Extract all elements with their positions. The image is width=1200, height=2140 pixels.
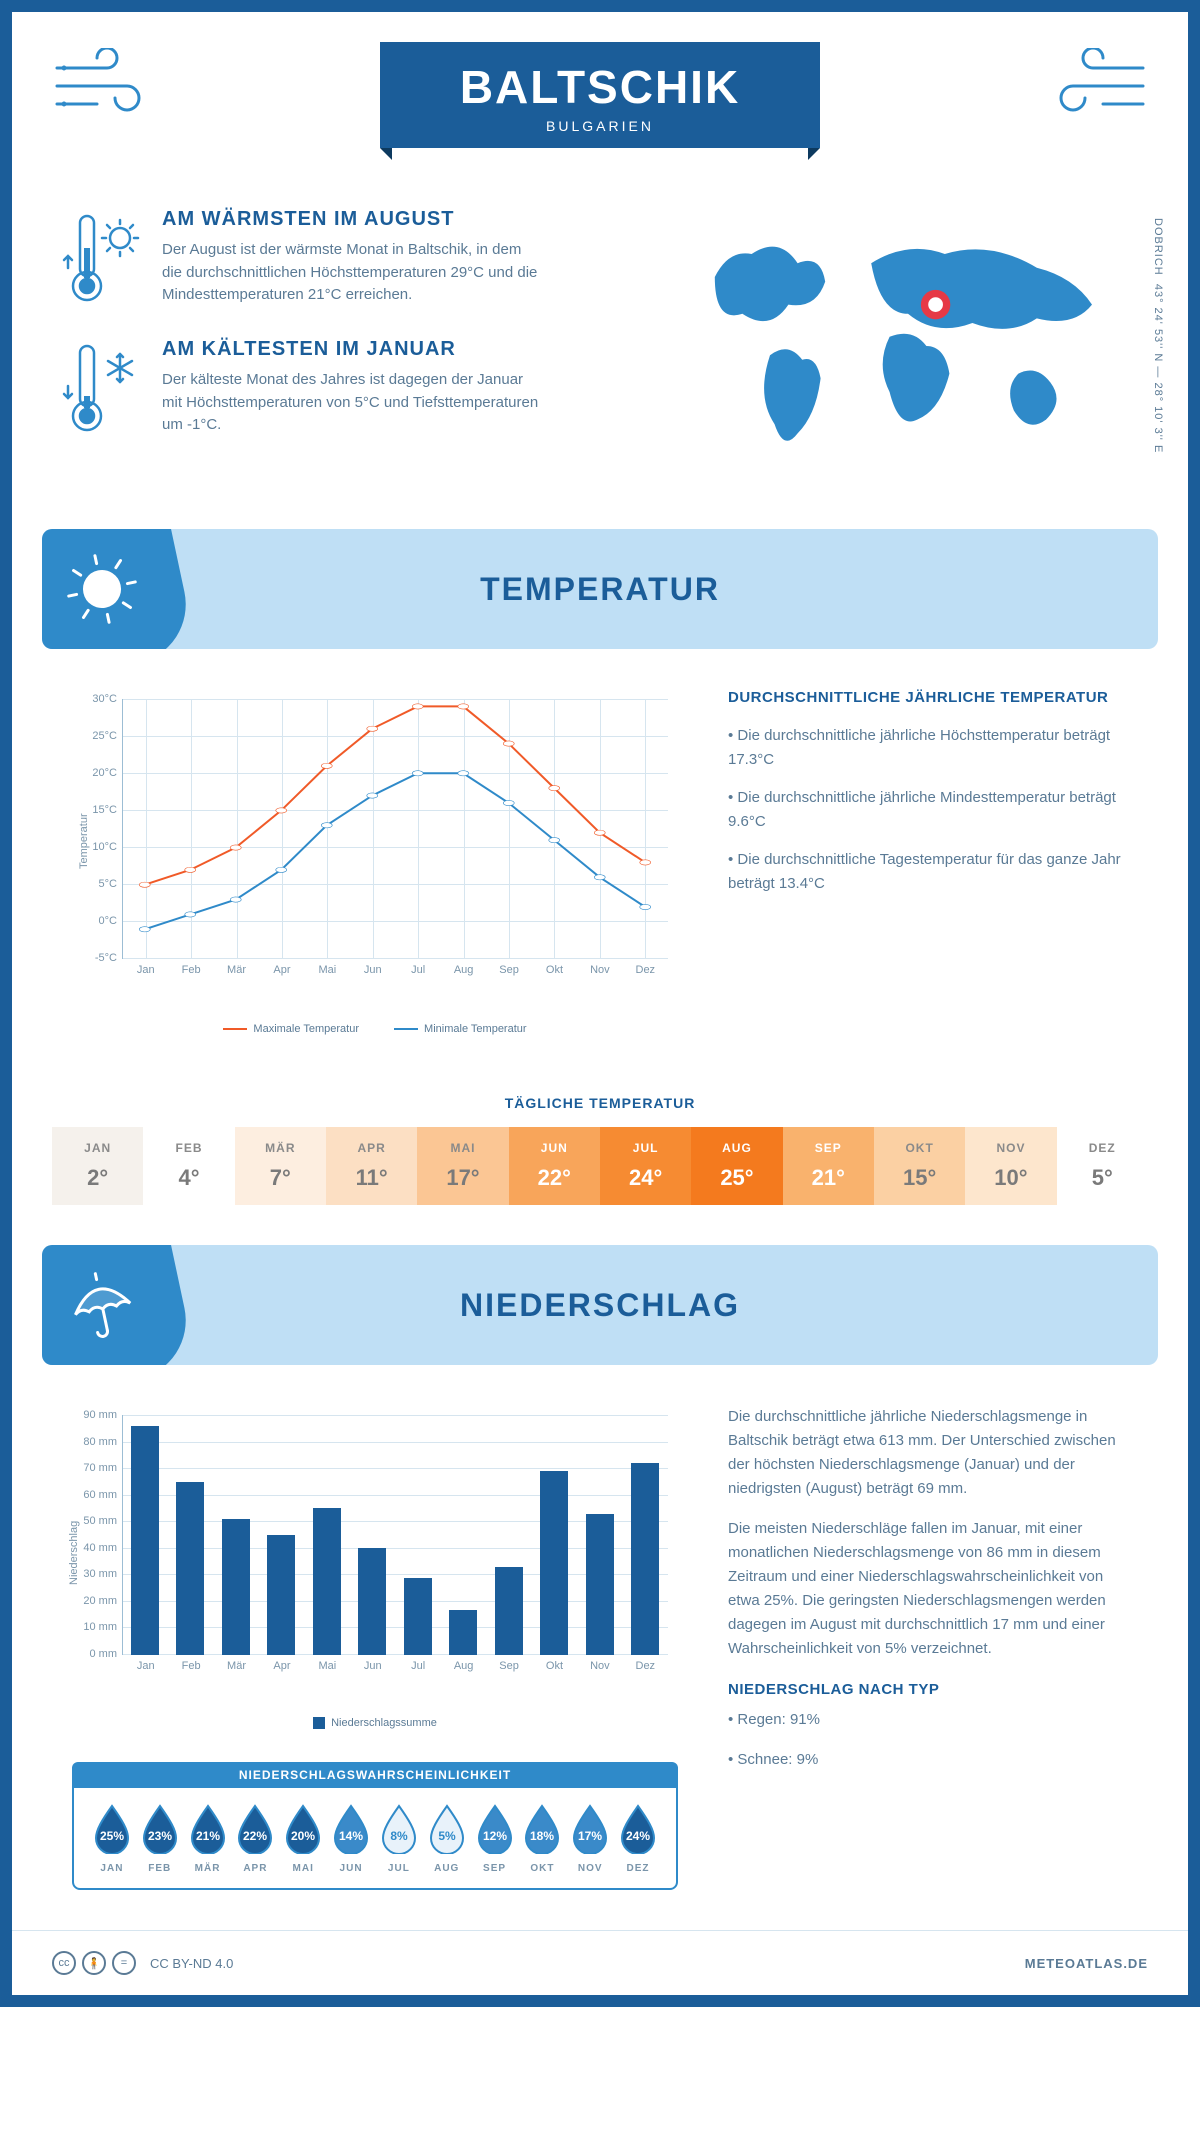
svg-text:8%: 8% bbox=[390, 1829, 408, 1843]
precip-title: NIEDERSCHLAG bbox=[460, 1287, 740, 1324]
svg-text:21%: 21% bbox=[196, 1829, 220, 1843]
prob-drop: 21%MÄR bbox=[184, 1802, 232, 1874]
wind-icon bbox=[52, 48, 152, 118]
temperature-title: TEMPERATUR bbox=[480, 571, 720, 608]
daily-cell: OKT15° bbox=[874, 1127, 965, 1205]
warmest-title: AM WÄRMSTEN IM AUGUST bbox=[162, 208, 542, 231]
thermometer-hot-icon bbox=[62, 208, 142, 308]
warmest-text: Der August ist der wärmste Monat in Balt… bbox=[162, 239, 542, 307]
svg-text:25%: 25% bbox=[100, 1829, 124, 1843]
precip-type-bullet: • Schnee: 9% bbox=[728, 1748, 1128, 1772]
daily-cell: JUN22° bbox=[509, 1127, 600, 1205]
precip-bar bbox=[495, 1567, 523, 1655]
daily-temp-strip: JAN2°FEB4°MÄR7°APR11°MAI17°JUN22°JUL24°A… bbox=[52, 1127, 1148, 1205]
svg-text:12%: 12% bbox=[483, 1829, 507, 1843]
license: cc 🧍 = CC BY-ND 4.0 bbox=[52, 1951, 233, 1975]
svg-text:23%: 23% bbox=[148, 1829, 172, 1843]
cc-icon: cc bbox=[52, 1951, 76, 1975]
temperature-chart: Temperatur -5°C0°C5°C10°C15°C20°C25°C30°… bbox=[72, 689, 678, 1035]
country-name: BULGARIEN bbox=[460, 118, 740, 134]
header-banner: BALTSCHIK BULGARIEN bbox=[380, 42, 820, 148]
svg-text:17%: 17% bbox=[578, 1829, 602, 1843]
precip-info: Die durchschnittliche jährliche Niedersc… bbox=[728, 1405, 1128, 1890]
temp-bullet: • Die durchschnittliche jährliche Mindes… bbox=[728, 786, 1128, 834]
umbrella-icon bbox=[55, 1258, 150, 1353]
precip-para2: Die meisten Niederschläge fallen im Janu… bbox=[728, 1517, 1128, 1661]
prob-drop: 20%MAI bbox=[279, 1802, 327, 1874]
prob-drop: 8%JUL bbox=[375, 1802, 423, 1874]
daily-cell: MAI17° bbox=[417, 1127, 508, 1205]
temp-ylabel: Temperatur bbox=[78, 813, 90, 869]
sun-icon bbox=[55, 542, 150, 637]
precip-type-title: NIEDERSCHLAG NACH TYP bbox=[728, 1681, 1128, 1698]
temp-bullet: • Die durchschnittliche Tagestemperatur … bbox=[728, 848, 1128, 896]
daily-temp-title: TÄGLICHE TEMPERATUR bbox=[12, 1095, 1188, 1111]
precip-bar bbox=[313, 1508, 341, 1655]
svg-text:24%: 24% bbox=[626, 1829, 650, 1843]
wind-icon bbox=[1048, 48, 1148, 118]
precip-bar bbox=[404, 1578, 432, 1655]
info-section: AM WÄRMSTEN IM AUGUST Der August ist der… bbox=[12, 188, 1188, 529]
site-name: METEOATLAS.DE bbox=[1025, 1956, 1148, 1971]
daily-cell: JUL24° bbox=[600, 1127, 691, 1205]
temperature-info: DURCHSCHNITTLICHE JÄHRLICHE TEMPERATUR •… bbox=[728, 689, 1128, 1035]
location-marker bbox=[925, 294, 947, 316]
temp-info-title: DURCHSCHNITTLICHE JÄHRLICHE TEMPERATUR bbox=[728, 689, 1128, 706]
nd-icon: = bbox=[112, 1951, 136, 1975]
svg-text:14%: 14% bbox=[339, 1829, 363, 1843]
daily-cell: FEB4° bbox=[143, 1127, 234, 1205]
svg-text:22%: 22% bbox=[243, 1829, 267, 1843]
prob-drop: 25%JAN bbox=[88, 1802, 136, 1874]
temperature-banner: TEMPERATUR bbox=[42, 529, 1158, 649]
daily-cell: AUG25° bbox=[691, 1127, 782, 1205]
coldest-block: AM KÄLTESTEN IM JANUAR Der kälteste Mona… bbox=[62, 338, 638, 438]
prob-drop: 24%DEZ bbox=[614, 1802, 662, 1874]
city-name: BALTSCHIK bbox=[460, 60, 740, 114]
world-map: DOBRICH 43° 24' 53'' N — 28° 10' 3'' E bbox=[678, 208, 1138, 489]
daily-cell: SEP21° bbox=[783, 1127, 874, 1205]
prob-drop: 17%NOV bbox=[566, 1802, 614, 1874]
prob-title: NIEDERSCHLAGSWAHRSCHEINLICHKEIT bbox=[72, 1762, 678, 1788]
temp-legend: Maximale Temperatur Minimale Temperatur bbox=[72, 1021, 678, 1035]
precip-bar bbox=[176, 1482, 204, 1655]
precip-bar bbox=[631, 1463, 659, 1655]
precip-chart: Niederschlag 0 mm10 mm20 mm30 mm40 mm50 … bbox=[72, 1405, 678, 1705]
prob-drop: 12%SEP bbox=[471, 1802, 519, 1874]
svg-text:5%: 5% bbox=[438, 1829, 456, 1843]
precip-para1: Die durchschnittliche jährliche Niedersc… bbox=[728, 1405, 1128, 1501]
warmest-block: AM WÄRMSTEN IM AUGUST Der August ist der… bbox=[62, 208, 638, 308]
precip-type-bullet: • Regen: 91% bbox=[728, 1708, 1128, 1732]
precip-bar bbox=[222, 1519, 250, 1655]
by-icon: 🧍 bbox=[82, 1951, 106, 1975]
precip-probability-box: NIEDERSCHLAGSWAHRSCHEINLICHKEIT 25%JAN23… bbox=[72, 1762, 678, 1890]
prob-drop: 5%AUG bbox=[423, 1802, 471, 1874]
precip-ylabel: Niederschlag bbox=[68, 1521, 80, 1585]
daily-cell: JAN2° bbox=[52, 1127, 143, 1205]
footer: cc 🧍 = CC BY-ND 4.0 METEOATLAS.DE bbox=[12, 1930, 1188, 1995]
precip-bar bbox=[131, 1426, 159, 1655]
daily-cell: APR11° bbox=[326, 1127, 417, 1205]
prob-drop: 23%FEB bbox=[136, 1802, 184, 1874]
daily-cell: NOV10° bbox=[965, 1127, 1056, 1205]
svg-text:18%: 18% bbox=[530, 1829, 554, 1843]
temp-bullet: • Die durchschnittliche jährliche Höchst… bbox=[728, 724, 1128, 772]
precip-legend: Niederschlagssumme bbox=[72, 1717, 678, 1732]
prob-drop: 14%JUN bbox=[327, 1802, 375, 1874]
precip-bar bbox=[449, 1610, 477, 1655]
coldest-text: Der kälteste Monat des Jahres ist dagege… bbox=[162, 369, 542, 437]
precip-bar bbox=[267, 1535, 295, 1655]
precip-bar bbox=[358, 1548, 386, 1655]
prob-drop: 18%OKT bbox=[518, 1802, 566, 1874]
thermometer-cold-icon bbox=[62, 338, 142, 438]
header: BALTSCHIK BULGARIEN bbox=[12, 12, 1188, 188]
prob-drop: 22%APR bbox=[231, 1802, 279, 1874]
daily-cell: DEZ5° bbox=[1057, 1127, 1148, 1205]
svg-text:20%: 20% bbox=[291, 1829, 315, 1843]
precip-bar bbox=[540, 1471, 568, 1655]
precip-bar bbox=[586, 1514, 614, 1655]
coldest-title: AM KÄLTESTEN IM JANUAR bbox=[162, 338, 542, 361]
coordinates: DOBRICH 43° 24' 53'' N — 28° 10' 3'' E bbox=[1152, 218, 1164, 453]
daily-cell: MÄR7° bbox=[235, 1127, 326, 1205]
precip-banner: NIEDERSCHLAG bbox=[42, 1245, 1158, 1365]
